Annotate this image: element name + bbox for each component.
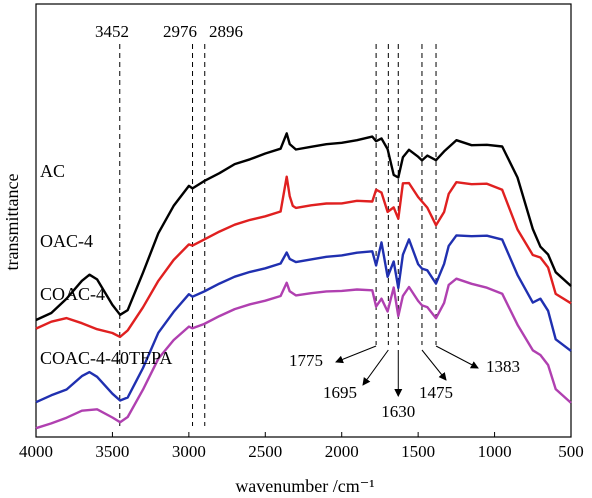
annotation-label: 1383 <box>486 357 520 376</box>
annotation-label: 1630 <box>381 402 415 421</box>
series-lines <box>35 132 572 430</box>
annotation-arrow <box>335 345 377 364</box>
plot-border <box>35 3 572 438</box>
top-marker-label: 3452 <box>95 22 129 41</box>
series-labels: AC OAC-4 COAC-4 COAC-4-40TEPA <box>40 161 172 368</box>
annotation-arrow <box>421 349 447 381</box>
x-tick-label: 3000 <box>172 442 206 461</box>
annotation-label: 1695 <box>323 383 357 402</box>
marker-lines: 3452 2976 2896 <box>95 22 437 426</box>
top-marker-label: 2976 <box>163 22 197 41</box>
y-axis-label: transmittance <box>2 174 22 271</box>
x-tick-label: 2000 <box>325 442 359 461</box>
annotation-label: 1475 <box>419 383 453 402</box>
x-tick-label: 3500 <box>95 442 129 461</box>
series-line-coac-4 <box>35 234 572 404</box>
series-line-coac-4-40tepa <box>35 277 572 430</box>
x-tick-label: 1000 <box>478 442 512 461</box>
series-label: OAC-4 <box>40 231 93 251</box>
series-line-ac <box>35 132 572 322</box>
series-label: AC <box>40 161 65 181</box>
x-tick-label: 4000 <box>19 442 53 461</box>
series-label: COAC-4-40TEPA <box>40 348 172 368</box>
annotation-arrow <box>435 345 479 369</box>
x-tick-label: 500 <box>558 442 584 461</box>
series-label: COAC-4 <box>40 284 105 304</box>
x-tick-label: 1500 <box>401 442 435 461</box>
series-line-oac-4 <box>35 175 572 339</box>
top-marker-label: 2896 <box>209 22 243 41</box>
annotation-label: 1775 <box>289 351 323 370</box>
x-tick-label: 2500 <box>248 442 282 461</box>
annotation-arrow <box>362 349 389 386</box>
plot-frame <box>35 3 572 438</box>
x-axis-ticks: 4000 3500 3000 2500 2000 1500 1000 500 <box>19 432 584 461</box>
x-axis-label: wavenumber /cm⁻¹ <box>235 476 374 496</box>
